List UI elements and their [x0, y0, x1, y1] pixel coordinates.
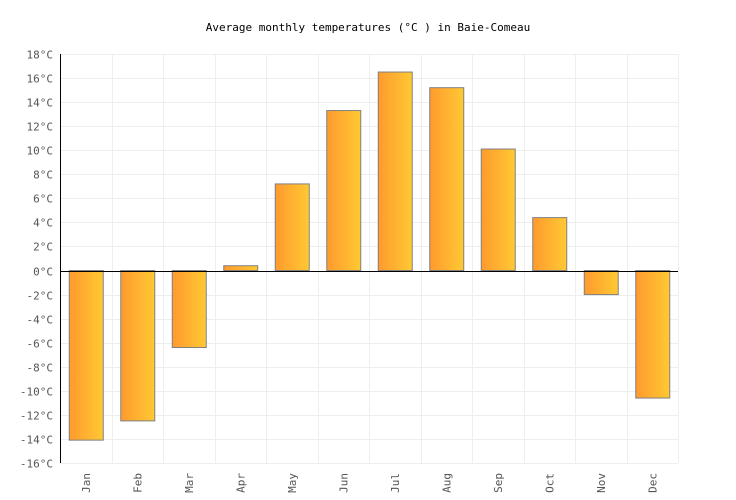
y-tick-label: -14°C [20, 434, 53, 447]
y-tick-label: -16°C [20, 458, 53, 471]
bar-aug [429, 87, 465, 272]
y-tick-label: 8°C [33, 169, 53, 182]
y-tick-label: 16°C [27, 73, 54, 86]
y-tick-label: -12°C [20, 410, 53, 423]
x-axis-ticks: Jan Feb Mar Apr May Jun Jul Aug Sep Oct Nov Dec [80, 473, 660, 493]
x-tick-label: Jan [80, 473, 93, 493]
x-tick-label: Jul [389, 473, 402, 493]
x-tick-label: Oct [543, 473, 556, 493]
y-axis-ticks: 18°C 16°C 14°C 12°C 10°C 8°C 6°C 4°C 2°C 0°C -2°C -… [20, 49, 53, 471]
bar-jan [68, 270, 104, 441]
chart-title: Average monthly temperatures (°C ) in Ba… [206, 21, 531, 34]
y-tick-label: -2°C [27, 290, 54, 303]
x-tick-label: May [286, 473, 299, 493]
bar-sep [480, 148, 516, 272]
bar-may [274, 183, 310, 272]
y-tick-label: 14°C [27, 97, 54, 110]
bar-jul [377, 71, 413, 272]
y-tick-label: 12°C [27, 121, 54, 134]
grid [60, 54, 679, 464]
x-tick-label: Apr [234, 473, 247, 493]
y-tick-label: 18°C [27, 49, 54, 62]
x-tick-label: Feb [131, 473, 144, 493]
y-tick-label: -8°C [27, 362, 54, 375]
x-tick-label: Jun [337, 473, 350, 493]
bar-feb [120, 270, 156, 422]
y-tick-label: 2°C [33, 241, 53, 254]
bar-mar [171, 270, 207, 349]
y-tick-label: -6°C [27, 338, 54, 351]
y-tick-label: 4°C [33, 217, 53, 230]
bar-oct [532, 217, 568, 272]
bar-apr [223, 265, 259, 272]
bars [68, 71, 671, 441]
x-tick-label: Sep [492, 473, 505, 493]
bar-nov [583, 270, 619, 296]
bar-jun [326, 110, 362, 272]
y-tick-label: -4°C [27, 314, 54, 327]
x-tick-label: Aug [440, 473, 453, 493]
y-tick-label: 10°C [27, 145, 54, 158]
y-tick-label: 6°C [33, 193, 53, 206]
x-tick-label: Mar [183, 473, 196, 493]
y-tick-label: -10°C [20, 386, 53, 399]
y-tick-label: 0°C [33, 266, 53, 279]
x-tick-label: Nov [595, 473, 608, 493]
bar-dec [635, 270, 671, 399]
axes [60, 54, 678, 463]
x-tick-label: Dec [646, 473, 659, 493]
